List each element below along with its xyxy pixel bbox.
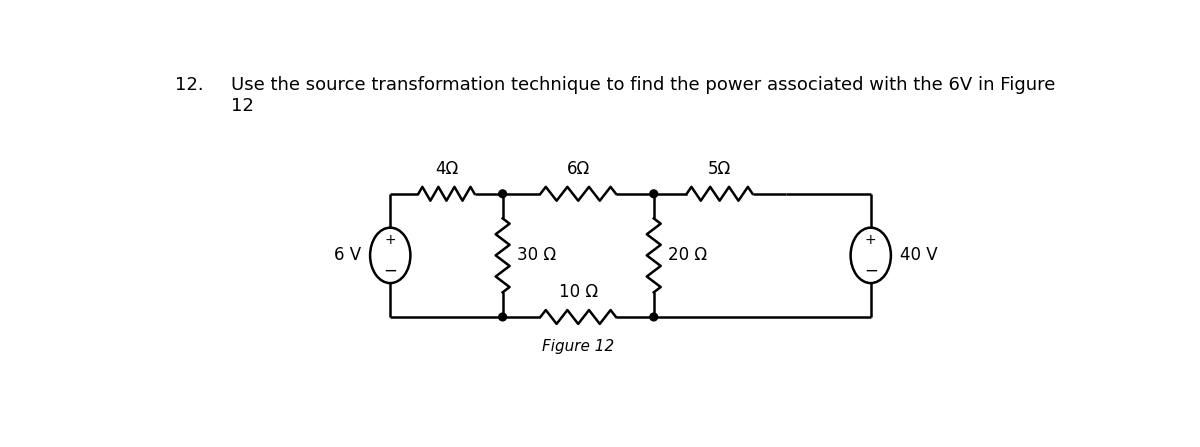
Text: 5Ω: 5Ω	[708, 160, 731, 177]
Text: 6Ω: 6Ω	[566, 160, 590, 177]
Text: 20 Ω: 20 Ω	[667, 246, 707, 264]
Text: 6 V: 6 V	[334, 246, 361, 264]
Text: 12.: 12.	[175, 76, 204, 94]
Circle shape	[650, 190, 658, 198]
Text: Use the source transformation technique to find the power associated with the 6V: Use the source transformation technique …	[232, 76, 1056, 115]
Text: +: +	[384, 233, 396, 247]
Circle shape	[499, 190, 506, 198]
Text: +: +	[865, 233, 876, 247]
Text: 10 Ω: 10 Ω	[559, 283, 598, 301]
Circle shape	[499, 313, 506, 321]
Text: 30 Ω: 30 Ω	[516, 246, 556, 264]
Text: −: −	[383, 261, 397, 279]
Text: 4Ω: 4Ω	[434, 160, 458, 177]
Circle shape	[650, 313, 658, 321]
Text: 40 V: 40 V	[900, 246, 938, 264]
Text: Figure 12: Figure 12	[542, 338, 614, 354]
Text: −: −	[864, 261, 877, 279]
